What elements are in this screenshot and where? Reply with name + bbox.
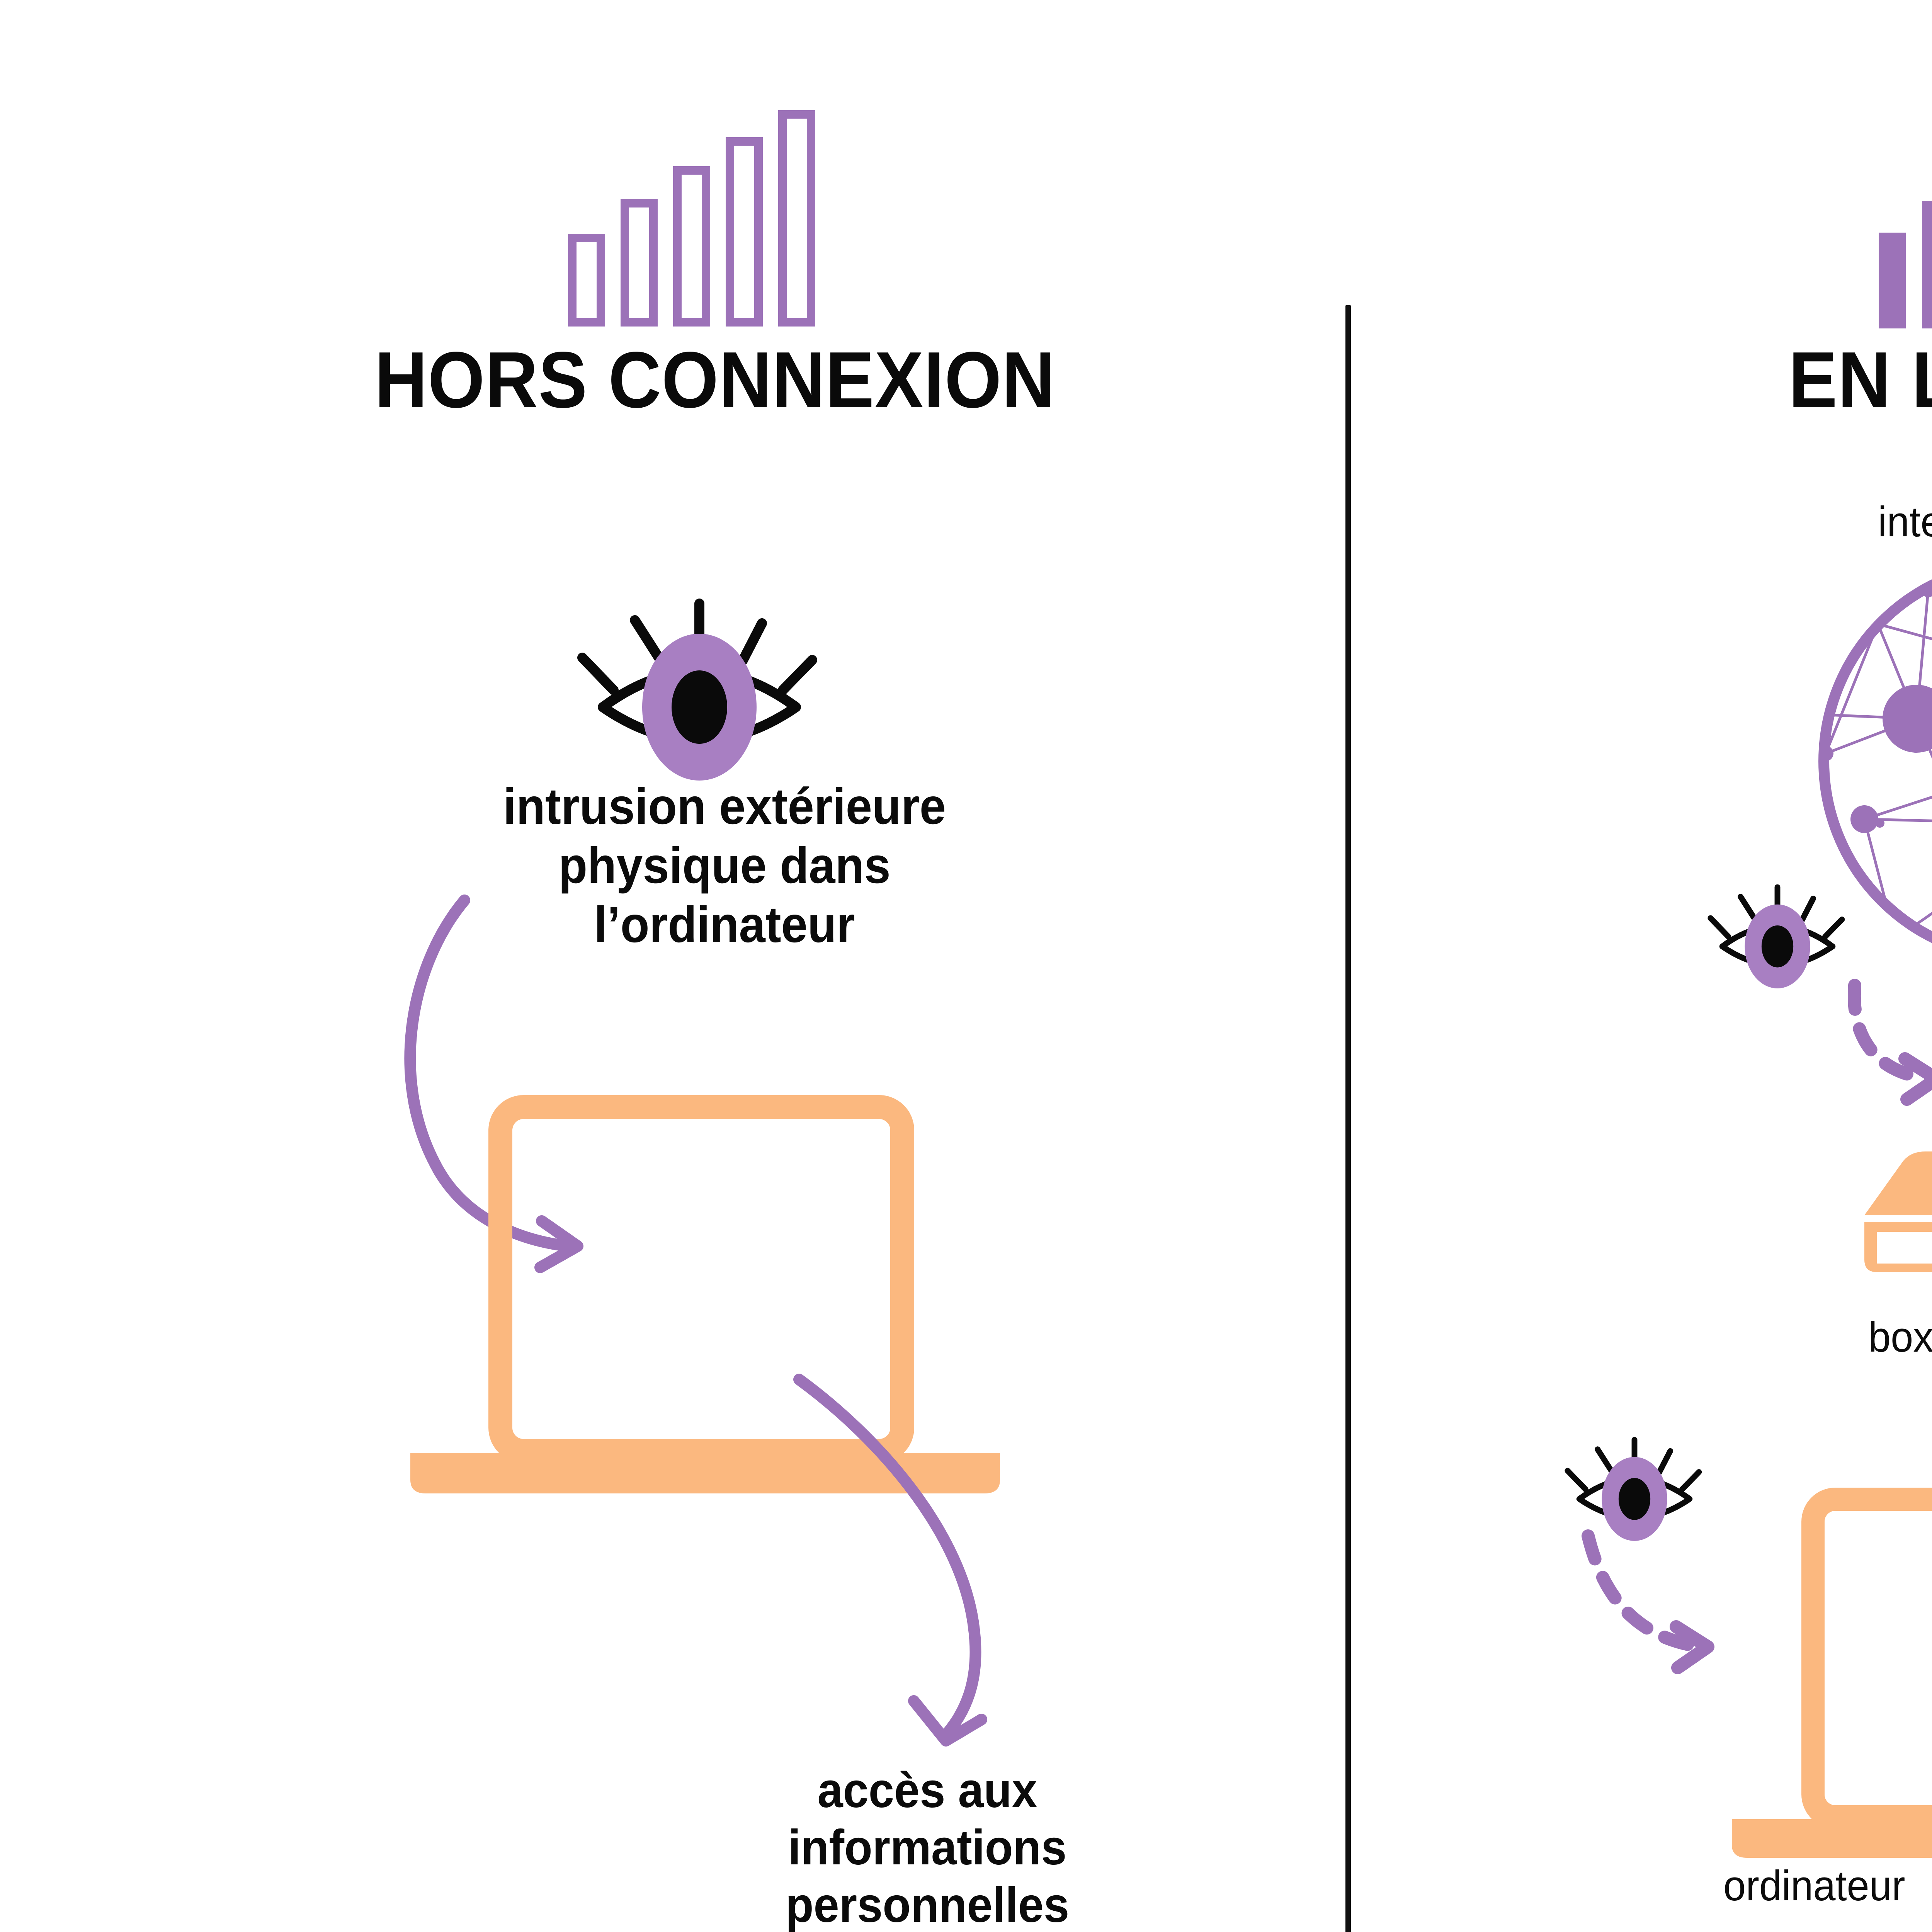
- signal-bar-2: [1922, 201, 1932, 328]
- box-label: box: [1868, 1313, 1932, 1361]
- internet-label: internet: [1878, 498, 1932, 546]
- offline-threat-line-1: intrusion extérieure: [503, 778, 946, 835]
- offline-result-text: accès aux informations personnelles: [676, 1762, 1179, 1932]
- signal-bar-1: [1879, 233, 1906, 328]
- laptop-icon: [1732, 1488, 1932, 1858]
- network-globe-icon: [1818, 579, 1932, 958]
- signal-bar-1: [568, 234, 605, 327]
- offline-threat-line-2: physique dans: [558, 837, 891, 894]
- signal-bars-outline-icon: [568, 110, 815, 327]
- arrow-intrusion-to-laptop: [404, 895, 583, 1273]
- arrow-laptop-to-data: [793, 1374, 987, 1747]
- router-box-icon: [1864, 1151, 1932, 1272]
- eye-icon: [577, 599, 817, 781]
- offline-result-line-1: accès aux: [817, 1763, 1037, 1818]
- signal-bar-3: [673, 166, 710, 327]
- eye-icon: [1565, 1437, 1702, 1541]
- offline-threat-text: intrusion extérieure physique dans l’ord…: [356, 777, 1093, 954]
- arrow-eye-to-internet-link: [1848, 979, 1932, 1106]
- signal-bar-5: [778, 110, 815, 327]
- offline-result-line-3: personnelles: [785, 1877, 1070, 1932]
- section-heading-online: EN LIGNE: [1788, 335, 1932, 424]
- laptop-icon: [410, 1095, 1000, 1493]
- signal-bar-2: [621, 199, 658, 327]
- arrow-eye-to-computer: [1582, 1529, 1714, 1674]
- signal-bar-4: [726, 137, 763, 327]
- eye-icon: [1708, 884, 1845, 988]
- vertical-divider: [1345, 305, 1351, 1932]
- offline-threat-line-3: l’ordinateur: [594, 896, 855, 953]
- computer-label: ordinateur: [1723, 1862, 1905, 1910]
- offline-result-line-2: informations: [788, 1820, 1067, 1876]
- signal-bars-filled-icon: [1879, 112, 1932, 328]
- section-heading-offline: HORS CONNEXION: [374, 335, 1055, 424]
